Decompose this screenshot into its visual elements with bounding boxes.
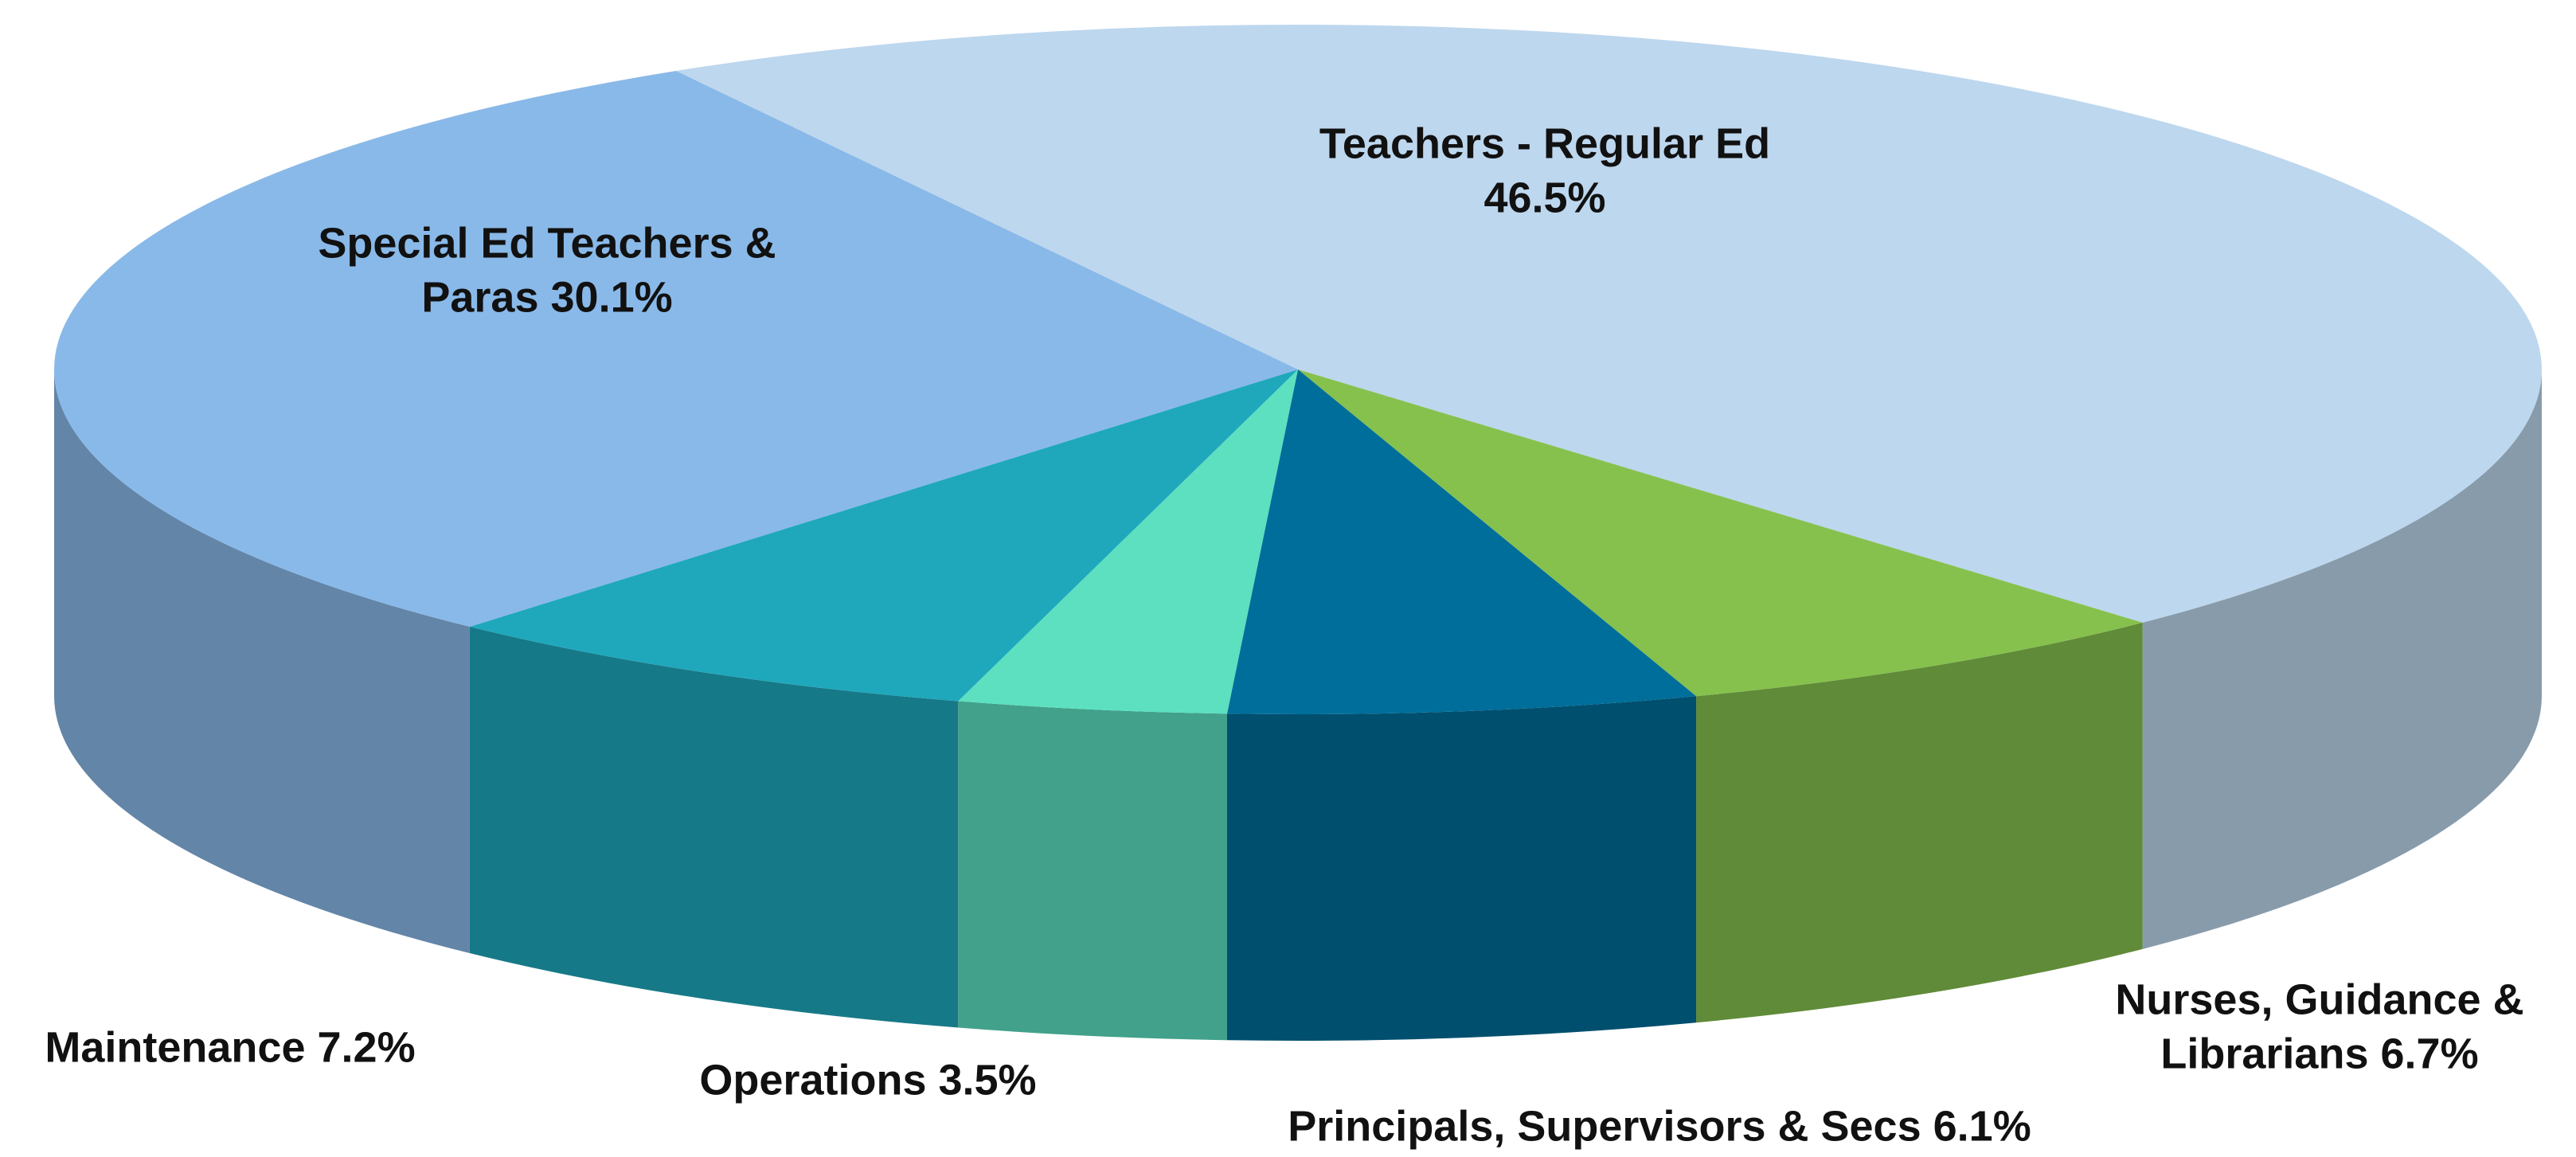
slice	[676, 24, 2543, 623]
category-label: Operations	[699, 1056, 927, 1104]
slice-side	[54, 369, 470, 954]
value-label: 30.1%	[550, 273, 673, 321]
value-label: 6.1%	[1933, 1102, 2031, 1151]
value-label: 7.2%	[317, 1023, 416, 1072]
slice-label: Principals, Supervisors & Secs 6.1%	[1288, 1100, 2031, 1154]
category-label: Teachers - Regular Ed	[1319, 119, 1771, 168]
slice	[469, 369, 1298, 702]
slice	[54, 71, 1299, 627]
value-label: 6.7%	[2380, 1030, 2479, 1077]
slice-label: Nurses, Guidance & Librarians 6.7%	[2081, 974, 2558, 1081]
value-label: 46.5%	[1483, 174, 1606, 221]
slice	[958, 369, 1298, 714]
value-label: 3.5%	[938, 1056, 1037, 1104]
slice	[1298, 369, 2143, 697]
category-label: Maintenance	[45, 1023, 306, 1072]
category-label: Special Ed Teachers & Paras	[318, 219, 776, 322]
slice	[1226, 369, 1697, 714]
slice-side	[1226, 696, 1697, 1041]
slice-label: Maintenance 7.2%	[45, 1021, 415, 1075]
slice-side	[1696, 622, 2143, 1023]
slice-side	[469, 627, 959, 1028]
slice-label: Special Ed Teachers & Paras 30.1%	[268, 217, 826, 325]
category-label: Nurses, Guidance & Librarians	[2115, 975, 2524, 1078]
slice-side	[958, 701, 1227, 1041]
slice-label: Operations 3.5%	[699, 1053, 1036, 1108]
slice-label: Teachers - Regular Ed 46.5%	[1266, 118, 1824, 225]
category-label: Principals, Supervisors & Secs	[1288, 1102, 1921, 1151]
slice-side	[2142, 369, 2542, 949]
